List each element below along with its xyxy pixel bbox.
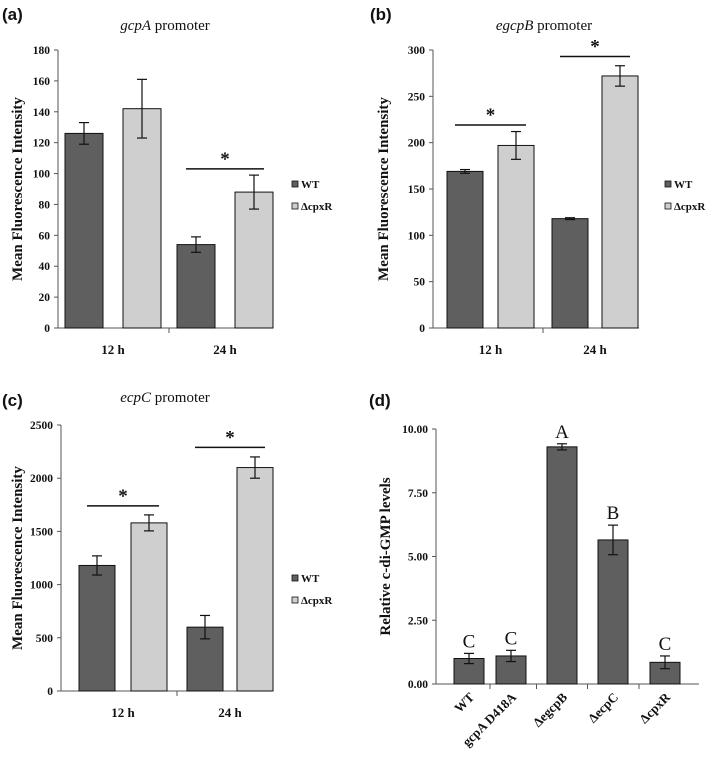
panel-label-b: (b): [370, 5, 392, 24]
x-category-label-d: ΔecpC: [585, 690, 621, 726]
y-tick-label-a: 20: [39, 292, 51, 304]
bar-d-ΔecpC: [597, 539, 629, 685]
chart-title-a: gcpA promoter: [120, 18, 210, 34]
y-tick-label-a: 180: [33, 45, 51, 57]
panel-label-d: (d): [369, 391, 391, 410]
significance-letter-d: C: [463, 631, 476, 652]
legend-label-c-1: ΔcpxR: [301, 595, 333, 607]
bar-d-ΔegcpB: [546, 446, 578, 685]
chart-title-gene-a: gcpA: [120, 18, 152, 34]
bar-c-WT-12 h: [78, 564, 116, 692]
significance-star-b: *: [590, 36, 600, 57]
significance-star-a: *: [220, 149, 230, 170]
y-tick-label-c: 1000: [30, 580, 53, 592]
chart-c-svg: (c) ecpC promoter Mean Fluorescence Intens…: [2, 390, 333, 720]
legend-swatch-c-1: [291, 596, 299, 604]
significance-star-b: *: [486, 105, 496, 126]
panel-label-a: (a): [2, 5, 23, 24]
chart-title-c: ecpC promoter: [120, 390, 210, 406]
legend-label-b-1: ΔcpxR: [674, 201, 706, 213]
bar-c-ΔcpxR-24 h: [236, 467, 274, 692]
chart-title-b: egcpB promoter: [496, 18, 592, 34]
y-tick-label-d: 2.50: [408, 615, 428, 627]
y-tick-label-b: 300: [408, 45, 426, 57]
y-tick-label-c: 2000: [30, 473, 53, 485]
x-category-label-a: 24 h: [213, 342, 237, 357]
significance-letter-d: B: [607, 503, 620, 524]
y-tick-label-a: 160: [33, 76, 51, 88]
y-tick-label-a: 0: [44, 323, 50, 335]
y-tick-label-d: 5.00: [408, 552, 428, 564]
legend-swatch-a-0: [291, 180, 299, 188]
y-tick-label-d: 7.50: [408, 488, 428, 500]
x-category-label-b: 24 h: [583, 342, 607, 357]
legend-label-a-0: WT: [301, 179, 320, 191]
bar-b-ΔcpxR-24 h: [601, 75, 639, 329]
x-category-label-a: 12 h: [101, 342, 125, 357]
y-axis-label-b: Mean Fluorescence Intensity: [376, 97, 392, 281]
y-tick-label-b: 0: [419, 323, 425, 335]
chart-panel-c: (c) ecpC promoter Mean Fluorescence Intens…: [0, 384, 354, 772]
bar-a-ΔcpxR-24 h: [234, 191, 274, 329]
y-tick-label-a: 140: [33, 107, 51, 119]
chart-title-gene-b: egcpB: [496, 18, 533, 34]
y-tick-label-c: 500: [36, 633, 54, 645]
chart-title-rest-b: promoter: [533, 18, 592, 34]
bar-b-WT-24 h: [551, 218, 589, 329]
chart-title-gene-c: ecpC: [120, 390, 152, 406]
chart-panel-b: (b) egcpB promoter Mean Fluorescence Inten…: [364, 0, 709, 389]
bar-c-ΔcpxR-12 h: [130, 522, 168, 692]
chart-title-rest-a: promoter: [151, 18, 210, 34]
bar-d-gcpA D418A: [495, 655, 527, 685]
y-tick-label-c: 0: [47, 686, 53, 698]
x-category-label-c: 24 h: [218, 705, 242, 720]
y-tick-label-a: 80: [39, 199, 51, 211]
y-tick-label-b: 250: [408, 91, 426, 103]
legend-swatch-a-1: [291, 202, 299, 210]
bar-b-ΔcpxR-12 h: [497, 144, 535, 329]
legend-label-b-0: WT: [674, 179, 693, 191]
legend-swatch-b-0: [664, 180, 672, 188]
y-tick-label-b: 100: [408, 230, 426, 242]
significance-letter-d: A: [555, 422, 569, 443]
y-tick-label-c: 2500: [30, 420, 53, 432]
legend-label-a-1: ΔcpxR: [301, 201, 333, 213]
chart-title-rest-c: promoter: [151, 390, 210, 406]
bar-a-WT-12 h: [64, 132, 104, 329]
significance-letter-d: C: [659, 634, 672, 655]
x-category-label-d: ΔcpxR: [636, 689, 673, 726]
legend-label-c-0: WT: [301, 573, 320, 585]
bar-a-ΔcpxR-12 h: [122, 108, 162, 329]
chart-panel-d: (d) Relative c-di-GMP levels 0.00 2.50 5.00 7…: [364, 384, 709, 772]
bar-a-WT-24 h: [176, 244, 216, 329]
bar-b-WT-12 h: [446, 170, 484, 329]
y-tick-label-a: 120: [33, 138, 51, 150]
y-tick-label-b: 150: [408, 184, 426, 196]
x-category-label-d: ΔegcpB: [530, 689, 571, 730]
x-category-label-d: WT: [451, 689, 477, 715]
significance-star-c: *: [118, 486, 128, 507]
legend-swatch-c-0: [291, 574, 299, 582]
y-tick-label-a: 60: [39, 230, 51, 242]
legend-swatch-b-1: [664, 202, 672, 210]
y-tick-label-b: 50: [414, 277, 426, 289]
chart-b-svg: (b) egcpB promoter Mean Fluorescence Inten…: [370, 5, 706, 357]
x-category-label-c: 12 h: [111, 705, 135, 720]
y-tick-label-d: 0.00: [408, 679, 428, 691]
significance-letter-d: C: [505, 628, 518, 649]
panel-label-c: (c): [2, 391, 23, 410]
x-category-label-b: 12 h: [479, 342, 503, 357]
y-tick-label-d: 10.00: [402, 424, 428, 436]
chart-a-svg: (a) gcpA promoter Mean Fluorescence Intens…: [2, 5, 333, 357]
y-tick-label-a: 100: [33, 169, 51, 181]
y-axis-label-a: Mean Fluorescence Intensity: [10, 97, 26, 281]
y-axis-label-d: Relative c-di-GMP levels: [378, 477, 394, 635]
y-tick-label-a: 40: [39, 261, 51, 273]
y-axis-label-c: Mean Fluorescence Intensity: [10, 466, 26, 650]
significance-star-c: *: [225, 427, 235, 448]
chart-panel-a: (a) gcpA promoter Mean Fluorescence Intens…: [0, 0, 354, 389]
y-tick-label-b: 200: [408, 138, 426, 150]
chart-d-svg: (d) Relative c-di-GMP levels 0.00 2.50 5.00 7…: [369, 391, 699, 749]
y-tick-label-c: 1500: [30, 526, 53, 538]
